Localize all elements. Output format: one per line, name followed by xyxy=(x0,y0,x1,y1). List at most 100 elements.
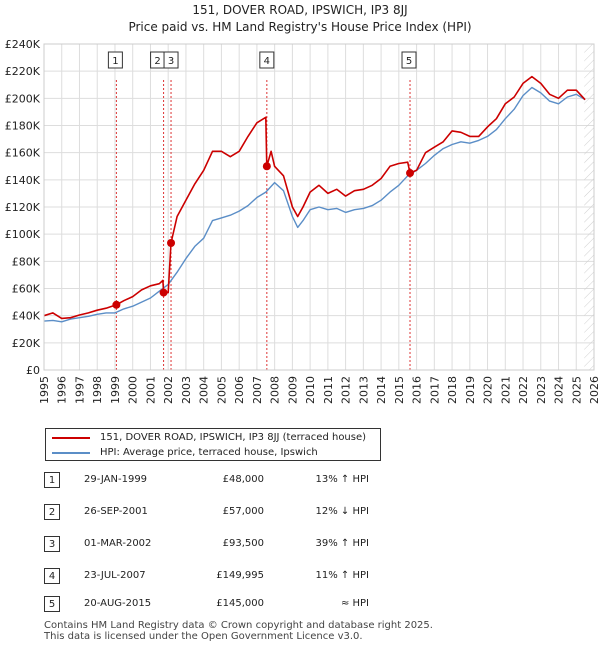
x-tick-label: 2024 xyxy=(553,376,566,404)
future-hatch-region xyxy=(584,44,594,370)
x-tick-label: 2023 xyxy=(535,376,548,404)
y-tick-label: £60K xyxy=(12,283,41,296)
x-tick-label: 2012 xyxy=(340,376,353,404)
y-tick-label: £100K xyxy=(5,228,41,241)
sale-number-label: 4 xyxy=(264,56,270,67)
sale-number-label: 1 xyxy=(112,56,118,67)
table-row: 1 29-JAN-1999 £48,000 13% ↑ HPI xyxy=(44,472,384,490)
sale-price: £145,000 xyxy=(216,598,264,609)
sale-number-box xyxy=(107,51,123,69)
sale-point xyxy=(112,300,121,309)
plot-frame xyxy=(43,43,595,371)
x-tick-label: 2004 xyxy=(198,376,211,404)
hpi-line xyxy=(43,86,586,323)
x-tick-label: 2005 xyxy=(215,376,228,404)
x-tick-label: 1999 xyxy=(109,376,122,404)
y-tick-label: £0 xyxy=(26,364,40,377)
sale-price: £57,000 xyxy=(222,506,264,517)
sale-hpi-comparison: 13% ↑ HPI xyxy=(315,474,369,485)
table-row: 4 23-JUL-2007 £149,995 11% ↑ HPI xyxy=(44,568,384,586)
sale-number-label: 3 xyxy=(168,56,174,67)
sale-number-label: 2 xyxy=(154,56,160,67)
legend-swatch-hpi xyxy=(52,452,90,454)
x-tick-label: 2026 xyxy=(588,376,600,404)
table-row: 2 26-SEP-2001 £57,000 12% ↓ HPI xyxy=(44,504,384,522)
x-tick-label: 2020 xyxy=(482,376,495,404)
sale-hpi-comparison: 39% ↑ HPI xyxy=(315,538,369,549)
sale-number-box xyxy=(259,51,275,69)
series-lines xyxy=(43,75,586,323)
future-hatch xyxy=(584,44,594,370)
y-tick-label: £20K xyxy=(12,337,41,350)
sale-hpi-comparison: 11% ↑ HPI xyxy=(315,570,369,581)
x-tick-label: 2006 xyxy=(233,376,246,404)
y-tick-label: £80K xyxy=(12,255,41,268)
chart-title-line1: 151, DOVER ROAD, IPSWICH, IP3 8JJ xyxy=(192,3,408,17)
sale-point xyxy=(406,169,415,178)
legend-label-hpi: HPI: Average price, terraced house, Ipsw… xyxy=(100,447,318,458)
x-tick-label: 2007 xyxy=(251,376,264,404)
attribution-line2: This data is licensed under the Open Gov… xyxy=(44,631,363,642)
sale-price: £149,995 xyxy=(216,570,264,581)
sale-number-badge: 4 xyxy=(44,568,60,584)
sale-number-badge: 1 xyxy=(44,472,60,488)
x-tick-label: 2021 xyxy=(499,376,512,404)
x-tick-label: 1996 xyxy=(56,376,69,404)
attribution-line1: Contains HM Land Registry data © Crown c… xyxy=(44,620,433,631)
legend-swatch-property xyxy=(52,437,90,439)
sale-hpi-comparison: 12% ↓ HPI xyxy=(315,506,369,517)
x-tick-label: 2016 xyxy=(411,376,424,404)
sale-date: 01-MAR-2002 xyxy=(84,538,152,549)
price-chart: £0 £20K £40K £60K £80K £100K £120K £140K £160K £1… xyxy=(5,38,600,404)
x-tick-label: 2008 xyxy=(269,376,282,404)
chart-title: 151, DOVER ROAD, IPSWICH, IP3 8JJ Price … xyxy=(0,2,600,36)
sale-number-box xyxy=(163,51,179,69)
x-tick-label: 2022 xyxy=(517,376,530,404)
x-tick-label: 2009 xyxy=(286,376,299,404)
sale-point xyxy=(262,162,271,171)
property-price-line xyxy=(43,75,586,320)
x-tick-label: 2015 xyxy=(393,376,406,404)
y-tick-label: £240K xyxy=(5,38,41,51)
y-tick-label: £160K xyxy=(5,147,41,160)
sale-price: £48,000 xyxy=(222,474,264,485)
legend-label-property: 151, DOVER ROAD, IPSWICH, IP3 8JJ (terra… xyxy=(100,432,367,443)
sale-point xyxy=(167,238,176,247)
sale-number-badge: 2 xyxy=(44,504,60,520)
x-tick-label: 1998 xyxy=(91,376,104,404)
x-tick-label: 2025 xyxy=(570,376,583,404)
sale-number-badge: 5 xyxy=(44,596,60,612)
sale-date: 23-JUL-2007 xyxy=(84,570,146,581)
x-tick-label: 2018 xyxy=(446,376,459,404)
x-tick-label: 1997 xyxy=(73,376,86,404)
table-row: 3 01-MAR-2002 £93,500 39% ↑ HPI xyxy=(44,536,384,554)
x-tick-label: 1995 xyxy=(38,376,51,404)
y-tick-label: £220K xyxy=(5,65,41,78)
sale-date-lines xyxy=(115,80,411,370)
sale-number-badge: 3 xyxy=(44,536,60,552)
sale-points xyxy=(112,162,415,309)
legend: 151, DOVER ROAD, IPSWICH, IP3 8JJ (terra… xyxy=(45,428,381,461)
sale-number-box xyxy=(401,51,417,69)
table-row: 5 20-AUG-2015 £145,000 ≈ HPI xyxy=(44,596,384,614)
x-tick-label: 2001 xyxy=(144,376,157,404)
x-tick-label: 2010 xyxy=(304,376,317,404)
sale-number-label: 5 xyxy=(406,56,412,67)
grid xyxy=(43,43,595,371)
sale-date: 20-AUG-2015 xyxy=(84,598,152,609)
y-tick-label: £140K xyxy=(5,174,41,187)
attribution-footer: Contains HM Land Registry data © Crown c… xyxy=(44,620,433,642)
y-tick-label: £180K xyxy=(5,120,41,133)
y-tick-label: £200K xyxy=(5,92,41,105)
x-tick-label: 2017 xyxy=(428,376,441,404)
x-tick-label: 2019 xyxy=(464,376,477,404)
x-tick-label: 2014 xyxy=(375,376,388,404)
axes: £0 £20K £40K £60K £80K £100K £120K £140K £160K £1… xyxy=(5,38,600,404)
x-tick-label: 2003 xyxy=(180,376,193,404)
sale-hpi-comparison: ≈ HPI xyxy=(340,598,369,609)
x-tick-label: 2002 xyxy=(162,376,175,404)
chart-title-line2: Price paid vs. HM Land Registry's House … xyxy=(128,20,472,34)
y-tick-label: £40K xyxy=(12,310,41,323)
x-tick-label: 2011 xyxy=(322,376,335,404)
